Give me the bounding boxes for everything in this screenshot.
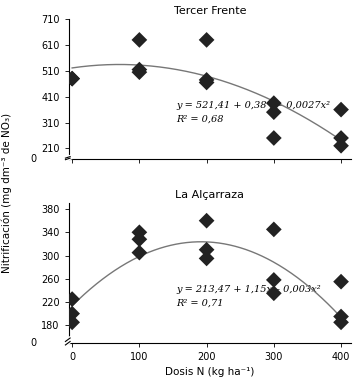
Point: [338, 135, 344, 141]
Text: 0: 0: [30, 154, 36, 164]
Point: [204, 218, 210, 224]
Point: [338, 279, 344, 285]
Point: [136, 229, 142, 235]
Point: [271, 109, 277, 115]
Text: y = 213,47 + 1,15x – 0,003x²: y = 213,47 + 1,15x – 0,003x²: [176, 285, 321, 294]
Point: [69, 319, 75, 325]
Point: [204, 79, 210, 85]
Point: [338, 143, 344, 149]
Point: [136, 37, 142, 43]
X-axis label: Dosis N (kg ha⁻¹): Dosis N (kg ha⁻¹): [165, 367, 254, 377]
Point: [271, 290, 277, 296]
Text: R² = 0,68: R² = 0,68: [176, 115, 224, 124]
Point: [338, 107, 344, 113]
Point: [136, 236, 142, 242]
Point: [204, 247, 210, 253]
Point: [271, 226, 277, 233]
Point: [69, 75, 75, 82]
Point: [338, 313, 344, 320]
Point: [271, 135, 277, 141]
Point: [338, 319, 344, 325]
Point: [69, 311, 75, 317]
Point: [136, 249, 142, 256]
Point: [69, 296, 75, 302]
Point: [204, 77, 210, 83]
Point: [69, 75, 75, 82]
Title: La Alçarraza: La Alçarraza: [176, 190, 244, 200]
Point: [136, 67, 142, 73]
Point: [271, 100, 277, 106]
Point: [204, 37, 210, 43]
Point: [271, 277, 277, 283]
Point: [204, 255, 210, 261]
Title: Tercer Frente: Tercer Frente: [174, 6, 246, 16]
Text: R² = 0,71: R² = 0,71: [176, 299, 224, 308]
Point: [136, 69, 142, 75]
Text: 0: 0: [30, 338, 36, 348]
Text: Nitrificación (mg dm⁻³ de NO₃): Nitrificación (mg dm⁻³ de NO₃): [2, 112, 13, 273]
Text: y = 521,41 + 0,38 x – 0,0027x²: y = 521,41 + 0,38 x – 0,0027x²: [176, 101, 330, 110]
